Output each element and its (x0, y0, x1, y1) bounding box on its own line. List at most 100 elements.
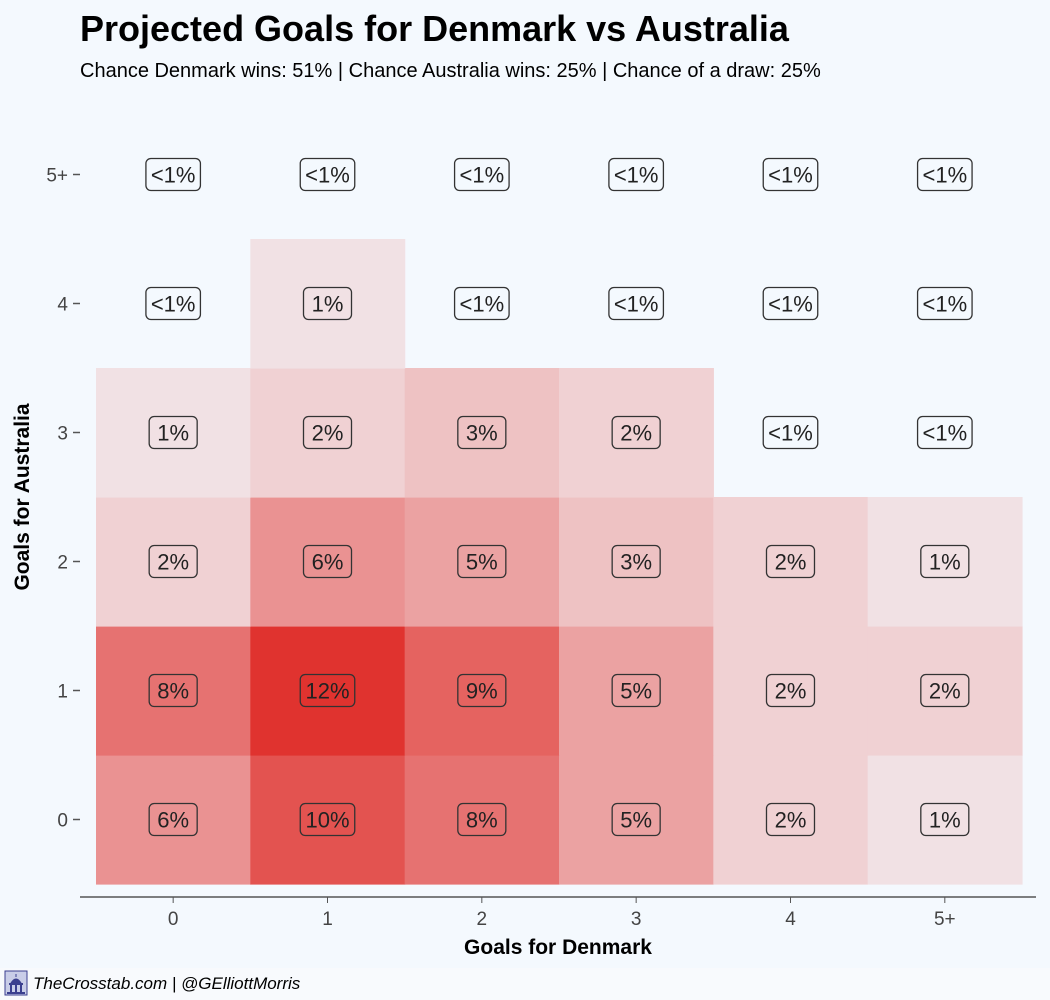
heatmap-cell (867, 755, 1023, 885)
cell-value-label: 8% (466, 808, 498, 833)
cell-label-box (453, 157, 510, 192)
cell-value-label: <1% (151, 163, 196, 188)
cell-label-box (457, 673, 507, 708)
cell-value-label: <1% (768, 163, 813, 188)
y-tick-label: 3 (57, 424, 68, 445)
cell-label-box (457, 544, 507, 579)
cell-label-box (457, 415, 507, 450)
heatmap-cell (404, 368, 560, 498)
cell-label-box (920, 673, 970, 708)
cell-value-label: 12% (305, 679, 349, 704)
cell-value-label: 2% (620, 421, 652, 446)
y-axis-ticks: 0 1 2 3 4 5+ (46, 166, 80, 832)
cell-value-label: 5% (620, 808, 652, 833)
chart-title: Projected Goals for Denmark vs Australia (80, 8, 789, 49)
heatmap-cell (713, 497, 869, 627)
y-tick-label: 5+ (46, 166, 68, 187)
cell-value-label: 5% (466, 550, 498, 575)
cell-label-box (762, 415, 819, 450)
cell-value-label: <1% (460, 292, 505, 317)
y-tick-label: 0 (57, 811, 68, 832)
y-tick-label: 1 (57, 682, 68, 703)
heatmap-chart: 6% 10% 8% 5% 2% 1% 8% 12% 9% 5% 2% 2% 2% 6% 5% 3% 2% 1% 1%… (11, 157, 1036, 959)
cell-label-box (762, 286, 819, 321)
cell-label-box (608, 157, 665, 192)
x-axis-ticks: 0 1 2 3 4 5+ (168, 897, 956, 930)
cell-label-box (145, 286, 202, 321)
cell-label-box (916, 415, 973, 450)
heatmap-cell (96, 368, 251, 498)
cell-value-label: 1% (312, 292, 344, 317)
cell-value-label: 1% (929, 808, 961, 833)
cell-label-box (457, 802, 507, 837)
cell-value-label: 2% (775, 679, 807, 704)
heatmap-cell (250, 497, 406, 627)
heatmap-cell (250, 368, 406, 498)
x-axis-label: Goals for Denmark (464, 936, 652, 959)
cell-label-box (302, 286, 353, 321)
footer-credit: TheCrosstab.com | @GElliottMorris (33, 974, 301, 993)
cell-label-box (608, 286, 665, 321)
cell-label-box (148, 544, 198, 579)
cell-label-box (148, 415, 198, 450)
cell-value-label: <1% (151, 292, 196, 317)
heatmap-cell (96, 755, 251, 885)
heatmap-cell (250, 626, 406, 756)
cell-value-label: 2% (775, 550, 807, 575)
cell-value-label: 3% (620, 550, 652, 575)
heatmap-cell (558, 497, 714, 627)
capitol-building-icon (4, 970, 28, 996)
cell-value-label: <1% (614, 163, 659, 188)
x-tick-label: 2 (477, 909, 488, 930)
heatmap-cell (713, 626, 869, 756)
x-tick-label: 3 (631, 909, 642, 930)
cell-label-box (148, 673, 198, 708)
cell-label-box (453, 286, 510, 321)
heatmap-cell (558, 755, 714, 885)
heatmap-cell (404, 755, 560, 885)
footer-bar: TheCrosstab.com | @GElliottMorris (0, 968, 1050, 1000)
cell-value-label: 5% (620, 679, 652, 704)
cell-value-label: 10% (305, 808, 349, 833)
cell-value-label: 1% (157, 421, 189, 446)
cell-label-box (302, 544, 353, 579)
cell-label-box (916, 286, 973, 321)
cell-value-label: <1% (305, 163, 350, 188)
cell-label-box (302, 415, 353, 450)
x-tick-label: 5+ (934, 909, 956, 930)
cell-label-box (611, 544, 661, 579)
heatmap-cell (867, 497, 1023, 627)
heatmap-cell (404, 626, 560, 756)
cell-value-label: 6% (157, 808, 189, 833)
cell-label-box (762, 157, 819, 192)
cell-value-label: <1% (460, 163, 505, 188)
cell-value-label: 2% (775, 808, 807, 833)
cell-label-box (299, 802, 356, 837)
heatmap-cell (250, 755, 406, 885)
cell-value-label: <1% (922, 163, 967, 188)
cell-label-box (299, 673, 356, 708)
cell-label-box (299, 157, 356, 192)
cell-label-box (920, 544, 970, 579)
cell-value-label: 8% (157, 679, 189, 704)
heatmap-cell (558, 368, 714, 498)
heatmap-cells (96, 239, 1023, 885)
cell-label-box (765, 802, 816, 837)
cell-value-label: <1% (614, 292, 659, 317)
cell-value-label: 2% (312, 421, 344, 446)
cell-value-label: 3% (466, 421, 498, 446)
cell-value-label: 1% (929, 550, 961, 575)
cell-label-box (145, 157, 202, 192)
heatmap-cell (96, 497, 251, 627)
y-axis-label: Goals for Australia (11, 403, 34, 590)
cell-label-box (765, 673, 816, 708)
cell-value-label: 6% (312, 550, 344, 575)
y-tick-label: 4 (57, 295, 68, 316)
cell-label-box (611, 415, 661, 450)
cell-value-label: <1% (922, 421, 967, 446)
heatmap-cell (867, 626, 1023, 756)
cell-value-label: <1% (768, 292, 813, 317)
cell-value-label: 9% (466, 679, 498, 704)
heatmap-cell (404, 497, 560, 627)
heatmap-cell (250, 239, 406, 369)
